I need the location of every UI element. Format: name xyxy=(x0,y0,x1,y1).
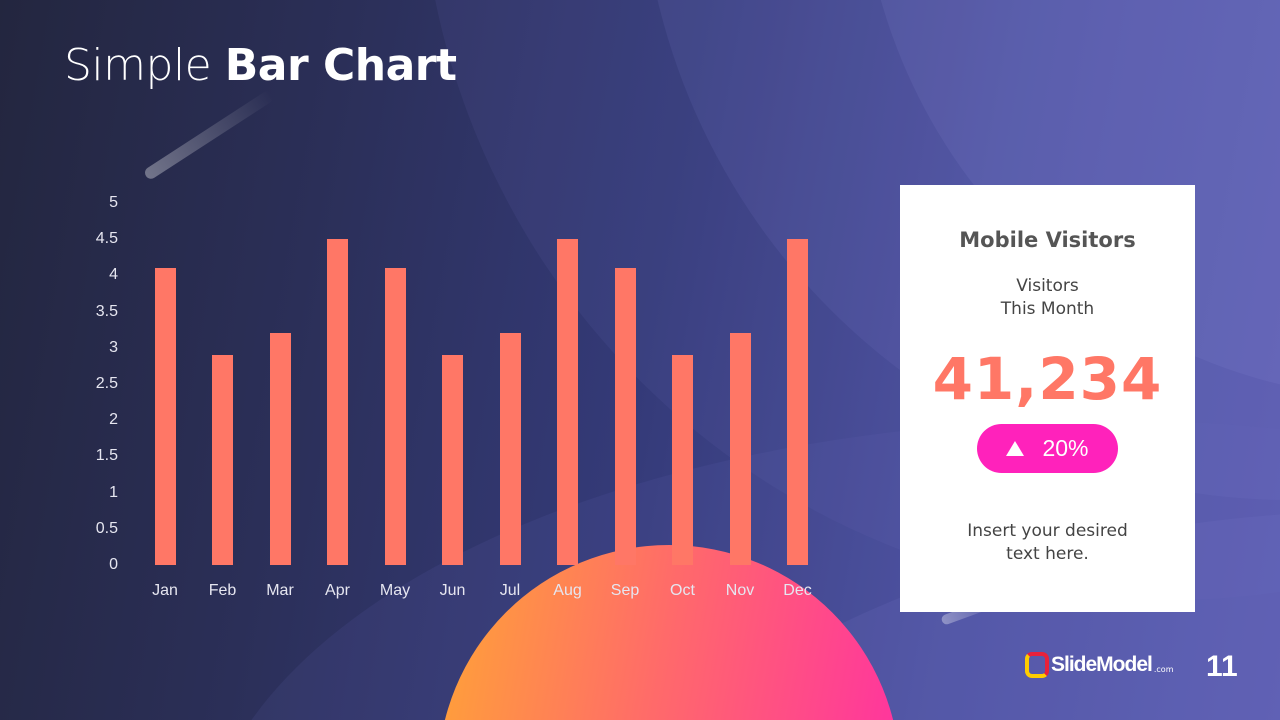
bar-dec xyxy=(787,239,808,565)
brand-name: SlideModel xyxy=(1051,653,1153,676)
bar-apr xyxy=(327,239,348,565)
y-axis-tick: 3.5 xyxy=(95,302,118,320)
x-axis-label: Feb xyxy=(208,582,237,599)
card-description-line: text here. xyxy=(1006,544,1089,564)
y-axis-tick: 3 xyxy=(109,338,118,356)
x-axis-label: Mar xyxy=(266,582,294,599)
bar-jan xyxy=(154,268,176,565)
card-subtitle-line: This Month xyxy=(1000,299,1095,319)
x-axis-label: Dec xyxy=(783,582,812,599)
card-subtitle: Visitors This Month xyxy=(900,275,1195,321)
bar-oct xyxy=(672,355,693,565)
card-subtitle-line: Visitors xyxy=(1016,276,1079,296)
bar-jun xyxy=(442,355,463,565)
bar-may xyxy=(384,268,406,565)
brand-logo: SlideModel .com xyxy=(1025,652,1174,678)
bar-feb xyxy=(212,355,233,565)
bar-jul xyxy=(499,333,521,565)
y-axis-tick: 2.5 xyxy=(95,375,118,392)
card-description: Insert your desired text here. xyxy=(900,520,1195,566)
logo-icon xyxy=(1025,652,1049,678)
y-axis-tick: 1 xyxy=(109,483,118,501)
card-title: Mobile Visitors xyxy=(959,228,1136,252)
bar-chart: 0 0.5 1 1.5 2 2.5 3 3.5 4 4.5 5 Jan Feb Mar Apr May Jun J… xyxy=(80,190,840,610)
x-axis-label: Nov xyxy=(725,582,755,599)
x-axis-label: Jul xyxy=(499,582,521,599)
page-number: 11 xyxy=(1206,650,1238,683)
x-axis-label: Sep xyxy=(610,582,640,599)
title-light: Simple xyxy=(64,40,212,91)
brand-suffix: .com xyxy=(1153,665,1174,674)
bar-mar xyxy=(269,333,291,565)
x-axis-label: Apr xyxy=(325,582,350,599)
y-axis-tick: 1.5 xyxy=(95,447,118,465)
x-axis-label: May xyxy=(379,582,411,599)
change-badge: 20% xyxy=(977,424,1118,473)
x-axis-label: Jan xyxy=(152,582,178,599)
y-axis-tick: 4 xyxy=(109,266,118,284)
bar-aug xyxy=(557,239,578,565)
visitor-count: 41,234 xyxy=(932,345,1163,413)
title-bold: Bar Chart xyxy=(224,40,457,91)
page-title: Simple Bar Chart xyxy=(64,40,457,91)
bar-nov xyxy=(729,333,751,565)
bar-sep xyxy=(614,268,636,565)
x-axis-label: Jun xyxy=(439,582,466,599)
y-axis-tick: 0 xyxy=(109,556,118,573)
y-axis-tick: 0.5 xyxy=(95,519,118,537)
card-description-line: Insert your desired xyxy=(967,521,1128,541)
x-axis-label: Aug xyxy=(553,582,582,599)
y-axis-tick: 5 xyxy=(109,194,118,211)
y-axis-tick: 2 xyxy=(109,411,118,429)
meteor-decoration xyxy=(142,89,276,182)
bar-area xyxy=(80,203,840,565)
stats-card: Mobile Visitors Visitors This Month 41,2… xyxy=(900,185,1195,612)
change-value: 20% xyxy=(1042,435,1089,461)
y-axis-tick: 4.5 xyxy=(95,230,118,248)
triangle-up-icon xyxy=(1006,441,1025,456)
x-axis-label: Oct xyxy=(670,582,695,599)
